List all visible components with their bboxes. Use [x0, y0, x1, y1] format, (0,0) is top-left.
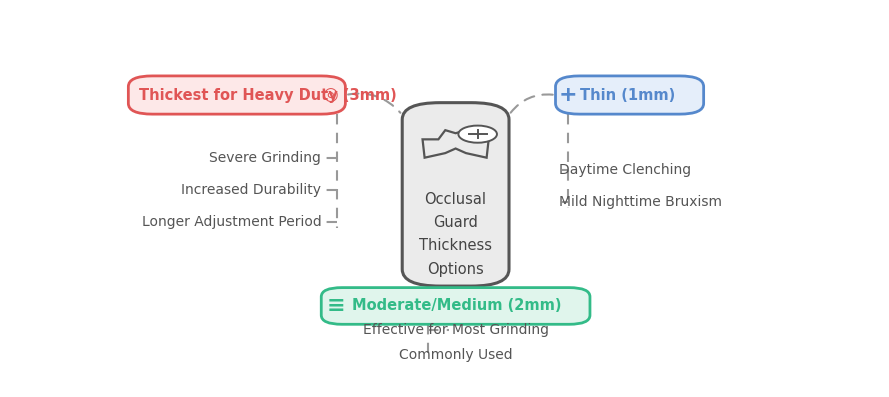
FancyBboxPatch shape — [321, 287, 590, 324]
Text: Severe Grinding: Severe Grinding — [210, 151, 321, 165]
Text: Longer Adjustment Period: Longer Adjustment Period — [141, 215, 321, 229]
FancyBboxPatch shape — [402, 103, 509, 286]
Text: Moderate/Medium (2mm): Moderate/Medium (2mm) — [352, 299, 562, 314]
Text: Thickest for Heavy Duty (3mm): Thickest for Heavy Duty (3mm) — [139, 87, 396, 102]
Text: ◎: ◎ — [323, 86, 338, 104]
Circle shape — [459, 125, 497, 143]
Text: Occlusal
Guard
Thickness
Options: Occlusal Guard Thickness Options — [419, 191, 493, 277]
Text: +: + — [558, 85, 577, 105]
Text: ≡: ≡ — [327, 296, 346, 316]
Text: Daytime Clenching: Daytime Clenching — [559, 163, 691, 177]
Text: Increased Durability: Increased Durability — [181, 183, 321, 197]
Text: Effective for Most Grinding: Effective for Most Grinding — [363, 324, 549, 337]
Text: Commonly Used: Commonly Used — [399, 348, 512, 362]
Text: Thin (1mm): Thin (1mm) — [580, 87, 675, 102]
Text: Mild Nighttime Bruxism: Mild Nighttime Bruxism — [559, 195, 722, 209]
FancyBboxPatch shape — [128, 76, 345, 114]
FancyBboxPatch shape — [556, 76, 704, 114]
